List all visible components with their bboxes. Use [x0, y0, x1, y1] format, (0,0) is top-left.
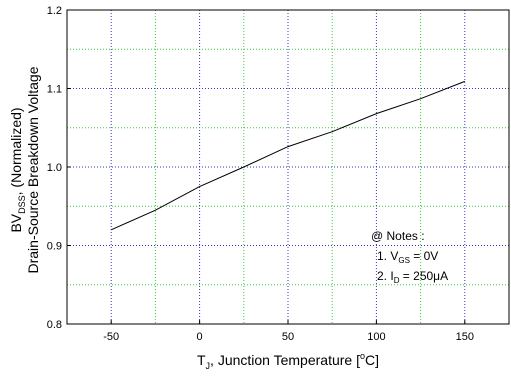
y-tick-label: 1.2 [47, 5, 62, 17]
y-axis-title-line1: BVDSS, (Normalized) [8, 107, 27, 232]
y-tick-label: 0.8 [47, 319, 62, 331]
y-tick-label: 1.1 [47, 84, 62, 96]
notes-box: @ Notes : 1. VGS = 0V 2. ID = 250μA [371, 229, 448, 285]
y-axis-title-line2: Drain-Source Breakdown Voltage [25, 66, 41, 273]
note-2: 2. ID = 250μA [377, 269, 448, 285]
ticks-group: -50 0 50 100 150 0.8 0.9 1.0 1.1 1.2 [47, 5, 474, 343]
x-tick-label: -50 [103, 331, 119, 343]
x-axis-title: TJ, Junction Temperature [oC] [197, 351, 379, 371]
x-tick-label: 100 [367, 331, 385, 343]
note-1: 1. VGS = 0V [377, 249, 438, 265]
notes-title: @ Notes : [371, 229, 425, 243]
x-tick-label: 150 [456, 331, 474, 343]
series-group [110, 80, 465, 231]
series-line [110, 80, 465, 231]
y-tick-label: 1.0 [47, 162, 62, 174]
x-tick-label: 50 [282, 331, 294, 343]
x-tick-label: 0 [197, 331, 203, 343]
y-tick-label: 0.9 [47, 241, 62, 253]
